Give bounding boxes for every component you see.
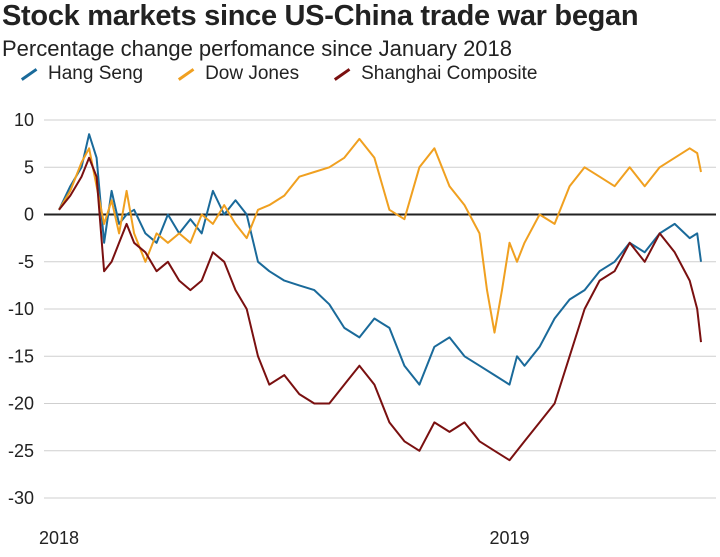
legend-label-hang-seng: Hang Seng: [48, 63, 144, 84]
y-tick-label: -25: [8, 441, 34, 461]
x-tick-label: 2018: [39, 528, 79, 548]
y-tick-label: -5: [18, 252, 34, 272]
y-tick-label: -30: [8, 488, 34, 508]
chart-subtitle: Percentage change perfomance since Janua…: [2, 36, 513, 61]
y-tick-label: 10: [14, 110, 34, 130]
legend-item-dow-jones: Dow Jones: [177, 63, 299, 85]
legend-item-hang-seng: Hang Seng: [20, 63, 143, 85]
chart-title: Stock markets since US-China trade war b…: [2, 0, 639, 32]
y-tick-label: 0: [24, 205, 34, 225]
dow-jones-line: [58, 137, 702, 334]
x-tick-labels: 2018 2019: [39, 528, 530, 548]
y-tick-labels: 10 5 0 -5 -10 -15 -20 -25 -30: [8, 110, 34, 508]
legend-label-shanghai-composite: Shanghai Composite: [361, 63, 538, 84]
legend-label-dow-jones: Dow Jones: [205, 63, 300, 84]
legend: Hang Seng Dow Jones Shanghai Composite: [20, 63, 537, 85]
y-tick-label: 5: [24, 157, 34, 177]
y-tick-label: -10: [8, 299, 34, 319]
series-lines: [58, 133, 702, 462]
x-tick-label: 2019: [489, 528, 529, 548]
gridlines: [44, 119, 716, 499]
y-tick-label: -15: [8, 346, 34, 366]
shanghai-composite-line: [58, 156, 702, 462]
y-tick-label: -20: [8, 394, 34, 414]
hang-seng-line: [58, 133, 702, 386]
legend-item-shanghai-composite: Shanghai Composite: [333, 63, 537, 85]
